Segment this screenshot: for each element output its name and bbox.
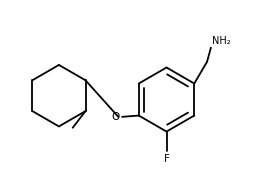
Text: F: F xyxy=(164,154,169,164)
Text: O: O xyxy=(112,112,120,122)
Text: NH₂: NH₂ xyxy=(212,36,231,46)
